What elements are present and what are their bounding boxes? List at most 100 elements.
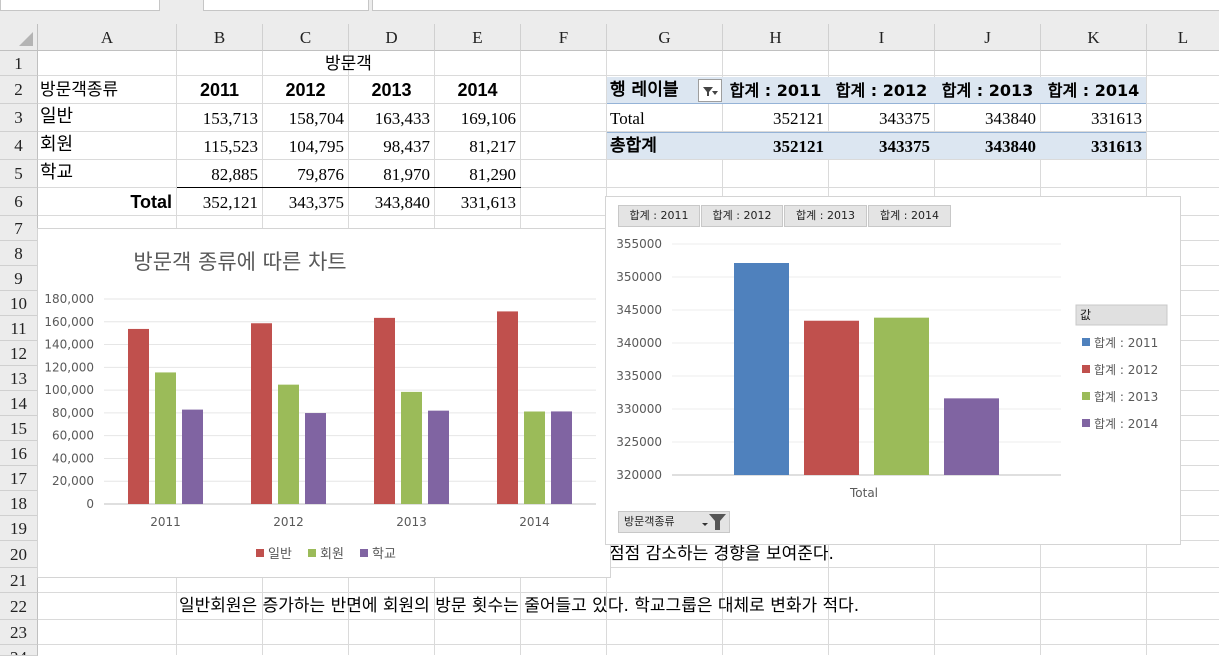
- column-header-i[interactable]: I: [829, 24, 935, 51]
- row-header-24[interactable]: 24: [0, 645, 38, 656]
- pivot-total-2011[interactable]: 352121: [773, 109, 824, 128]
- cell-general-2011[interactable]: 153,713: [202, 109, 258, 128]
- column-header-h[interactable]: H: [723, 24, 829, 51]
- row-header-13[interactable]: 13: [0, 366, 38, 391]
- pivot-row-label-header[interactable]: 행 레이블: [610, 80, 679, 100]
- row-header-19[interactable]: 19: [0, 516, 38, 541]
- pivot-total-label[interactable]: Total: [610, 109, 645, 128]
- year-header-2012[interactable]: 2012: [285, 80, 326, 100]
- row-header-11[interactable]: 11: [0, 316, 38, 341]
- bar-회원-2014: [524, 411, 545, 504]
- column-header-k[interactable]: K: [1041, 24, 1147, 51]
- year-header-2011[interactable]: 2011: [199, 80, 240, 100]
- cell-total-2014[interactable]: 331,613: [460, 193, 516, 212]
- cell-school-2013[interactable]: 81,970: [383, 165, 430, 184]
- row-header-5[interactable]: 5: [0, 160, 38, 188]
- pivot-field-button-2011[interactable]: 합계 : 2011: [618, 205, 700, 227]
- legend-label-일반: 일반: [268, 547, 292, 562]
- x-tick-label: 2013: [396, 515, 427, 529]
- cell-member-2011[interactable]: 115,523: [203, 137, 258, 156]
- pivot-grandtotal-2013[interactable]: 343840: [985, 137, 1036, 156]
- pivot-legend-swatch-합계 : 2011: [1082, 338, 1090, 346]
- row-header-22[interactable]: 22: [0, 593, 38, 620]
- cell-total-2011[interactable]: 352,121: [202, 193, 258, 212]
- row-header-16[interactable]: 16: [0, 441, 38, 466]
- cell-school-2012[interactable]: 79,876: [297, 165, 344, 184]
- column-header-f[interactable]: F: [521, 24, 607, 51]
- chart-gridlines: [104, 298, 596, 505]
- pivot-filter-dropdown[interactable]: [698, 79, 722, 102]
- pivot-field-button-2012[interactable]: 합계 : 2012: [701, 205, 783, 227]
- pivot-grandtotal-label[interactable]: 총합계: [610, 136, 657, 156]
- column-header-a[interactable]: A: [38, 24, 177, 51]
- row-header-12[interactable]: 12: [0, 341, 38, 366]
- row-header-18[interactable]: 18: [0, 491, 38, 516]
- y-tick-label: 160,000: [44, 315, 94, 329]
- pivot-field-button-2013[interactable]: 합계 : 2013: [784, 205, 867, 227]
- pivot-header-2014[interactable]: 합계 : 2014: [1047, 81, 1140, 100]
- pivot-field-button-2014[interactable]: 합계 : 2014: [868, 205, 951, 227]
- bar-일반-2014: [497, 311, 518, 504]
- row-header-8[interactable]: 8: [0, 241, 38, 266]
- cell-member-2012[interactable]: 104,795: [288, 137, 344, 156]
- column-header-j[interactable]: J: [935, 24, 1041, 51]
- row-header-17[interactable]: 17: [0, 466, 38, 491]
- select-all-corner[interactable]: [0, 24, 38, 51]
- total-border-line: [177, 187, 521, 188]
- row-label-general[interactable]: 일반: [40, 106, 74, 127]
- pivot-grandtotal-2011[interactable]: 352121: [773, 137, 824, 156]
- row-header-4[interactable]: 4: [0, 132, 38, 160]
- cell-general-2013[interactable]: 163,433: [374, 109, 430, 128]
- row-header-23[interactable]: 23: [0, 620, 38, 645]
- table-header-label[interactable]: 방문객종류: [40, 80, 119, 100]
- row-header-15[interactable]: 15: [0, 416, 38, 441]
- row-header-2[interactable]: 2: [0, 76, 38, 104]
- year-header-2013[interactable]: 2013: [371, 80, 412, 100]
- pivot-header-2011[interactable]: 합계 : 2011: [729, 81, 822, 100]
- formula-controls[interactable]: [203, 0, 369, 11]
- row-header-3[interactable]: 3: [0, 104, 38, 132]
- column-header-l[interactable]: L: [1147, 24, 1219, 51]
- pivot-header-2012[interactable]: 합계 : 2012: [835, 81, 928, 100]
- bar-일반-2013: [374, 317, 395, 504]
- cell-member-2013[interactable]: 98,437: [383, 137, 430, 156]
- column-header-c[interactable]: C: [263, 24, 349, 51]
- table-title[interactable]: 방문객: [325, 54, 372, 74]
- cell-total-2012[interactable]: 343,375: [288, 193, 344, 212]
- column-header-e[interactable]: E: [435, 24, 521, 51]
- visitor-type-chart[interactable]: 방문객 종류에 따른 차트 180,000 160,000 140,000 120,0…: [37, 228, 611, 578]
- cell-member-2014[interactable]: 81,217: [469, 137, 516, 156]
- pivot-grandtotal-2012[interactable]: 343375: [879, 137, 930, 156]
- row-label-member[interactable]: 회원: [40, 134, 74, 155]
- pivot-header-2013[interactable]: 합계 : 2013: [941, 81, 1034, 100]
- pivot-filter-field-button[interactable]: 방문객종류: [618, 511, 730, 533]
- name-box[interactable]: [0, 0, 160, 11]
- formula-input[interactable]: [372, 0, 1219, 11]
- pivot-total-2014[interactable]: 331613: [1091, 109, 1142, 128]
- row-header-20[interactable]: 20: [0, 541, 38, 568]
- pivot-chart[interactable]: 355000 350000 345000 340000 335000 330000 3250…: [605, 196, 1181, 545]
- row-header-9[interactable]: 9: [0, 266, 38, 291]
- pivot-total-2012[interactable]: 343375: [879, 109, 930, 128]
- row-label-school[interactable]: 학교: [40, 162, 74, 183]
- note-row-20[interactable]: 점점 감소하는 경향을 보여준다.: [609, 544, 834, 564]
- total-label[interactable]: Total: [130, 192, 172, 212]
- row-header-6[interactable]: 6: [0, 188, 38, 216]
- year-header-2014[interactable]: 2014: [457, 80, 498, 100]
- row-header-1[interactable]: 1: [0, 51, 38, 76]
- row-header-14[interactable]: 14: [0, 391, 38, 416]
- row-header-21[interactable]: 21: [0, 568, 38, 593]
- cell-total-2013[interactable]: 343,840: [374, 193, 430, 212]
- cell-general-2014[interactable]: 169,106: [460, 109, 516, 128]
- column-header-g[interactable]: G: [607, 24, 723, 51]
- cell-school-2014[interactable]: 81,290: [469, 165, 516, 184]
- column-header-b[interactable]: B: [177, 24, 263, 51]
- note-row-22[interactable]: 일반회원은 증가하는 반면에 회원의 방문 횟수는 줄어들고 있다. 학교그룹은…: [179, 596, 860, 616]
- pivot-total-2013[interactable]: 343840: [985, 109, 1036, 128]
- column-header-d[interactable]: D: [349, 24, 435, 51]
- row-header-10[interactable]: 10: [0, 291, 38, 316]
- row-header-7[interactable]: 7: [0, 216, 38, 241]
- pivot-grandtotal-2014[interactable]: 331613: [1091, 137, 1142, 156]
- cell-general-2012[interactable]: 158,704: [288, 109, 344, 128]
- cell-school-2011[interactable]: 82,885: [211, 165, 258, 184]
